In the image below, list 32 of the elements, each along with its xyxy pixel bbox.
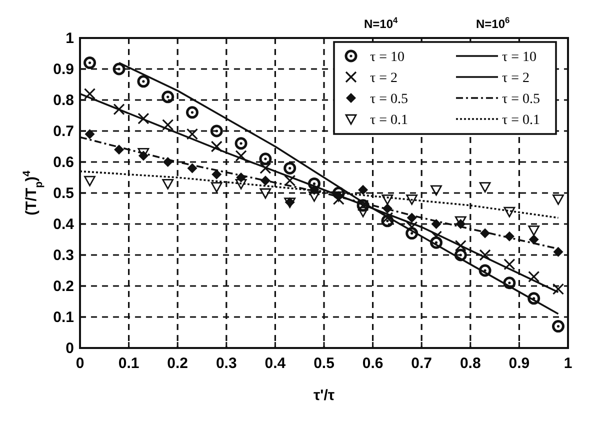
legend-label: τ = 0.1 (370, 113, 408, 128)
y-tick-label: 0.3 (53, 247, 74, 264)
text: N=10$^{6}$ (476, 15, 510, 31)
x-tick-label: 0.9 (508, 355, 530, 372)
x-axis-title: τ'/τ (313, 387, 335, 404)
x-tick-label: 0.8 (460, 355, 481, 372)
x-tick-label: 1 (564, 355, 572, 372)
y-tick-label: 1 (66, 30, 74, 47)
x-tick-label: 0.6 (362, 355, 384, 372)
legend-label: τ = 2 (502, 71, 530, 86)
y-tick-label: 0.5 (53, 185, 74, 202)
legend-label: τ = 0.1 (502, 113, 540, 128)
x-tick-label: 0.4 (264, 355, 286, 372)
legend-label: τ = 2 (370, 71, 398, 86)
x-tick-label: 0.1 (118, 355, 140, 372)
legend-label: τ = 0.5 (370, 92, 408, 107)
x-tick-label: 0.5 (314, 355, 334, 372)
y-tick-label: 0.7 (53, 123, 74, 140)
legend-label: τ = 10 (502, 50, 537, 65)
y-tick-label: 0.9 (53, 61, 74, 78)
y-tick-label: 0.4 (53, 216, 75, 233)
text: N=10$^{4}$ (364, 15, 398, 31)
y-tick-label: 0.2 (53, 278, 74, 295)
x-tick-label: 0.7 (411, 355, 432, 372)
y-tick-label: 0.8 (53, 92, 74, 109)
x-tick-label: 0.2 (167, 355, 188, 372)
y-tick-label: 0 (66, 340, 74, 357)
legend-label: τ = 0.5 (502, 92, 540, 107)
y-tick-label: 0.6 (53, 154, 74, 171)
legend-label: τ = 10 (370, 50, 405, 65)
x-tick-label: 0.3 (216, 355, 237, 372)
y-tick-label: 0.1 (53, 309, 74, 326)
